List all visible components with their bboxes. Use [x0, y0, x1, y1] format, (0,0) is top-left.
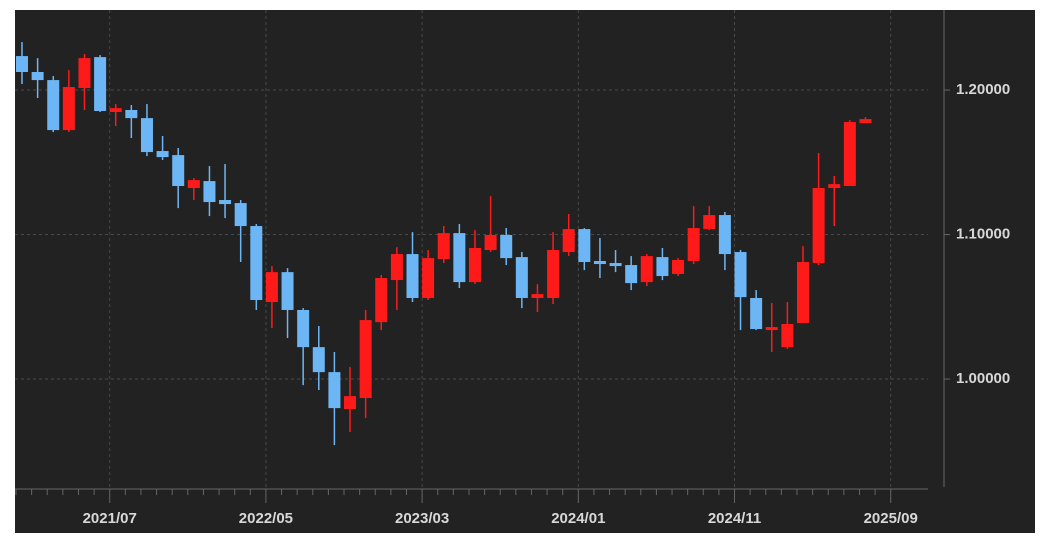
candle-body [640, 256, 653, 283]
candle-body [344, 396, 357, 410]
candle-body [547, 250, 560, 298]
candle-body [156, 151, 169, 158]
candle-body [312, 347, 325, 373]
candle-body [359, 320, 372, 398]
y-tick-label: 1.20000 [956, 81, 1010, 98]
candle-body [531, 294, 544, 298]
candle-body [500, 234, 513, 259]
candle-body [734, 252, 747, 298]
y-tick-label: 1.00000 [956, 370, 1010, 387]
candle-body [828, 184, 841, 189]
candle-body [453, 233, 466, 283]
candle-body [672, 259, 685, 275]
x-tick-label: 2023/03 [395, 510, 449, 527]
x-tick-label: 2024/01 [551, 510, 605, 527]
candle-body [297, 309, 310, 348]
candle-body [593, 260, 606, 265]
candle-body [609, 263, 622, 267]
candle-body [750, 297, 763, 330]
candle-body [375, 278, 388, 323]
candle-body [843, 121, 856, 187]
candle-body [578, 229, 591, 263]
candle-body [859, 119, 872, 124]
candle-body [125, 109, 138, 119]
candle-body [422, 258, 435, 298]
x-tick-label: 2024/11 [708, 510, 761, 527]
candle-body [406, 254, 419, 298]
candle-body [31, 71, 44, 81]
x-tick-label: 2021/07 [83, 510, 137, 527]
candle-body [328, 372, 341, 409]
candle-body [47, 80, 60, 131]
candle-body [484, 234, 497, 251]
candle-body [219, 200, 232, 205]
candle-body [203, 181, 216, 203]
candle-body [718, 215, 731, 255]
candle-body [765, 327, 778, 331]
y-tick-label: 1.10000 [956, 226, 1010, 243]
candle-body [234, 203, 247, 227]
candle-body [656, 257, 669, 277]
candle-body [687, 228, 700, 261]
candle-body [281, 272, 294, 310]
candle-body [16, 56, 28, 72]
candle-body [437, 233, 450, 260]
candle-body [781, 324, 794, 348]
candle-body [109, 108, 122, 113]
candle-body [812, 188, 825, 264]
candle-body [625, 265, 638, 284]
candle-body [390, 254, 403, 281]
candle-body [250, 226, 263, 301]
candle-body [140, 118, 153, 153]
candle-body [515, 257, 528, 298]
candle-body [703, 215, 716, 230]
x-tick-label: 2025/09 [864, 510, 918, 527]
candle-body [94, 57, 107, 112]
candle-body [62, 87, 75, 131]
candle-body [562, 229, 575, 253]
candle-body [78, 58, 91, 89]
candle-body [797, 262, 809, 323]
candle-body [468, 247, 481, 283]
candle-body [265, 272, 278, 303]
candle-body [172, 155, 185, 187]
candle-body [187, 180, 200, 189]
x-tick-label: 2022/05 [239, 510, 293, 527]
